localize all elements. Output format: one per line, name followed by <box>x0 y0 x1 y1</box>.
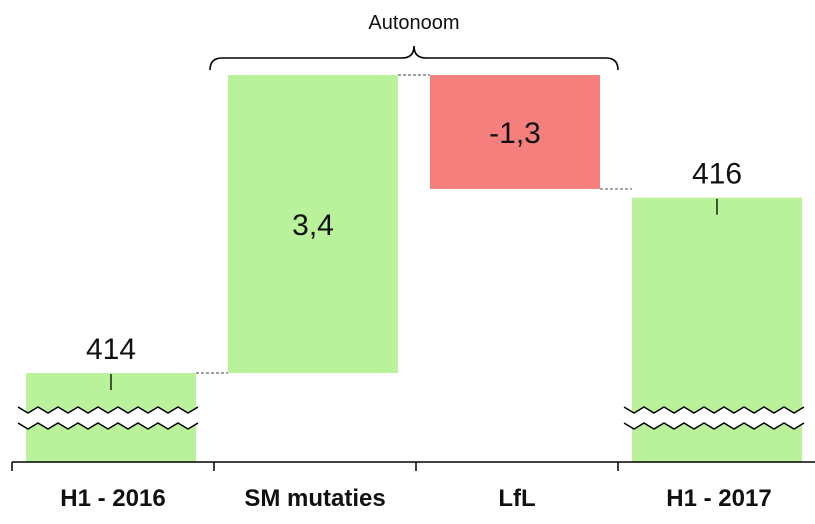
tick-label-h1-2017: H1 - 2017 <box>666 485 771 512</box>
tick-label-sm-mutaties: SM mutaties <box>244 485 385 512</box>
data-label-h1-2016: 414 <box>86 333 136 366</box>
tick-label-lfl: LfL <box>498 485 535 512</box>
axis-break-wave <box>17 406 199 414</box>
data-label-h1-2017: 416 <box>692 158 742 191</box>
axis-break-wave <box>623 406 805 414</box>
axis-break-mark-0 <box>17 406 199 430</box>
axis-break-mark-3 <box>623 406 805 430</box>
axis-break-wave <box>623 422 805 430</box>
data-label-lfl: -1,3 <box>489 117 541 150</box>
bar-sm-mutaties <box>228 75 398 373</box>
data-label-sm-mutaties: 3,4 <box>292 209 334 242</box>
axis-break-band <box>624 407 804 429</box>
x-axis-ticks <box>11 462 619 471</box>
autonoom-bracket <box>209 45 619 71</box>
axis-break-band <box>18 407 198 429</box>
bar-lfl <box>430 75 600 189</box>
axis-break-wave <box>17 422 199 430</box>
annotation-autonoom: Autonoom <box>368 12 459 34</box>
tick-label-h1-2016: H1 - 2016 <box>60 485 165 512</box>
